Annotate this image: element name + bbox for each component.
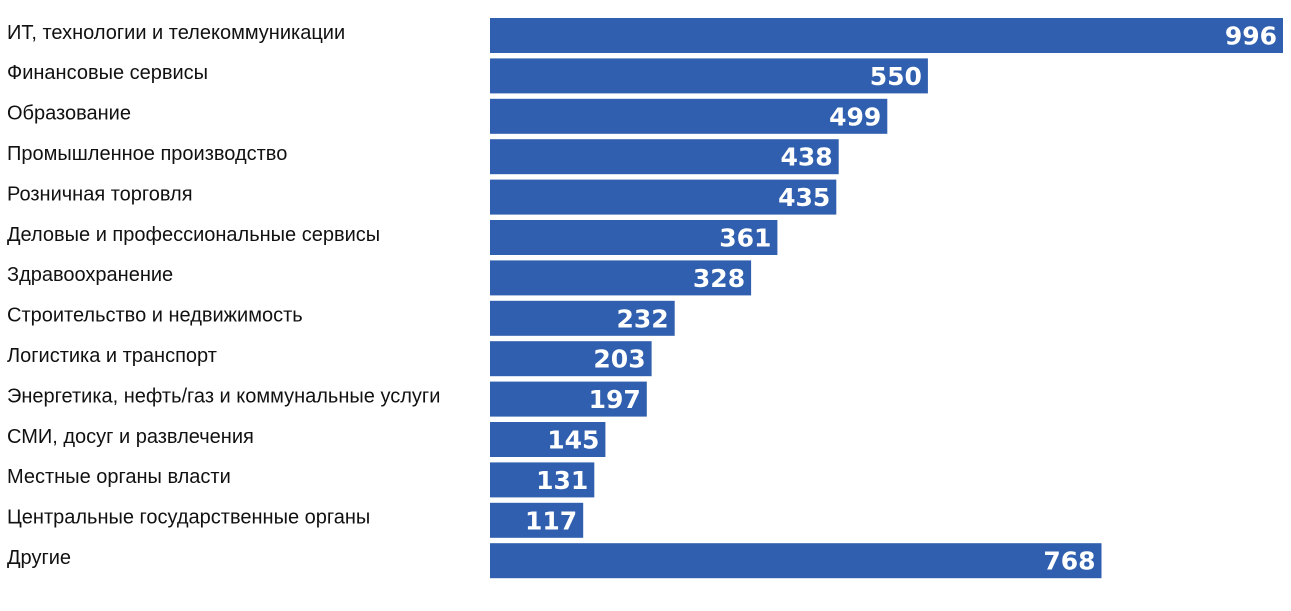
bars — [490, 18, 1283, 579]
category-label: Другие — [7, 547, 71, 569]
value-label: 438 — [781, 143, 833, 172]
bar — [490, 502, 584, 538]
value-label: 145 — [547, 426, 599, 455]
bar — [490, 422, 606, 457]
bar — [490, 220, 778, 255]
bar — [490, 18, 1283, 53]
category-label: Деловые и профессиональные сервисы — [7, 224, 380, 246]
bar — [490, 260, 752, 296]
value-label: 996 — [1225, 22, 1277, 51]
bar — [490, 341, 652, 377]
value-label: 499 — [829, 102, 881, 131]
value-label: 361 — [719, 224, 771, 253]
value-label: 435 — [778, 183, 830, 212]
bar — [490, 300, 675, 336]
bar — [490, 98, 888, 134]
category-label: Здравоохранение — [7, 264, 173, 286]
category-label: Центральные государственные органы — [7, 507, 370, 529]
bar — [490, 462, 595, 498]
bar — [490, 381, 647, 417]
category-label: Розничная торговля — [7, 183, 193, 205]
category-label: Энергетика, нефть/газ и коммунальные усл… — [7, 385, 440, 407]
value-label: 131 — [536, 466, 588, 495]
category-labels: ИТ, технологии и телекоммуникации Финансо… — [7, 22, 440, 569]
category-label: Местные органы власти — [7, 466, 231, 488]
bar — [490, 139, 839, 175]
value-label: 203 — [593, 345, 645, 374]
category-label: СМИ, досуг и развлечения — [7, 426, 254, 448]
bar — [490, 543, 1102, 579]
bar — [490, 179, 837, 215]
value-label: 232 — [617, 304, 669, 333]
category-label: ИТ, технологии и телекоммуникации — [7, 22, 345, 44]
value-label: 768 — [1043, 547, 1095, 576]
value-label: 117 — [525, 506, 577, 535]
value-label: 328 — [693, 264, 745, 293]
category-label: Строительство и недвижимость — [7, 305, 303, 327]
value-label: 550 — [870, 62, 922, 91]
category-label: Финансовые сервисы — [7, 62, 208, 84]
value-label: 197 — [589, 385, 641, 414]
category-label: Логистика и транспорт — [7, 345, 217, 367]
bar — [490, 58, 928, 94]
category-label: Образование — [7, 103, 131, 125]
category-label: Промышленное производство — [7, 143, 287, 165]
